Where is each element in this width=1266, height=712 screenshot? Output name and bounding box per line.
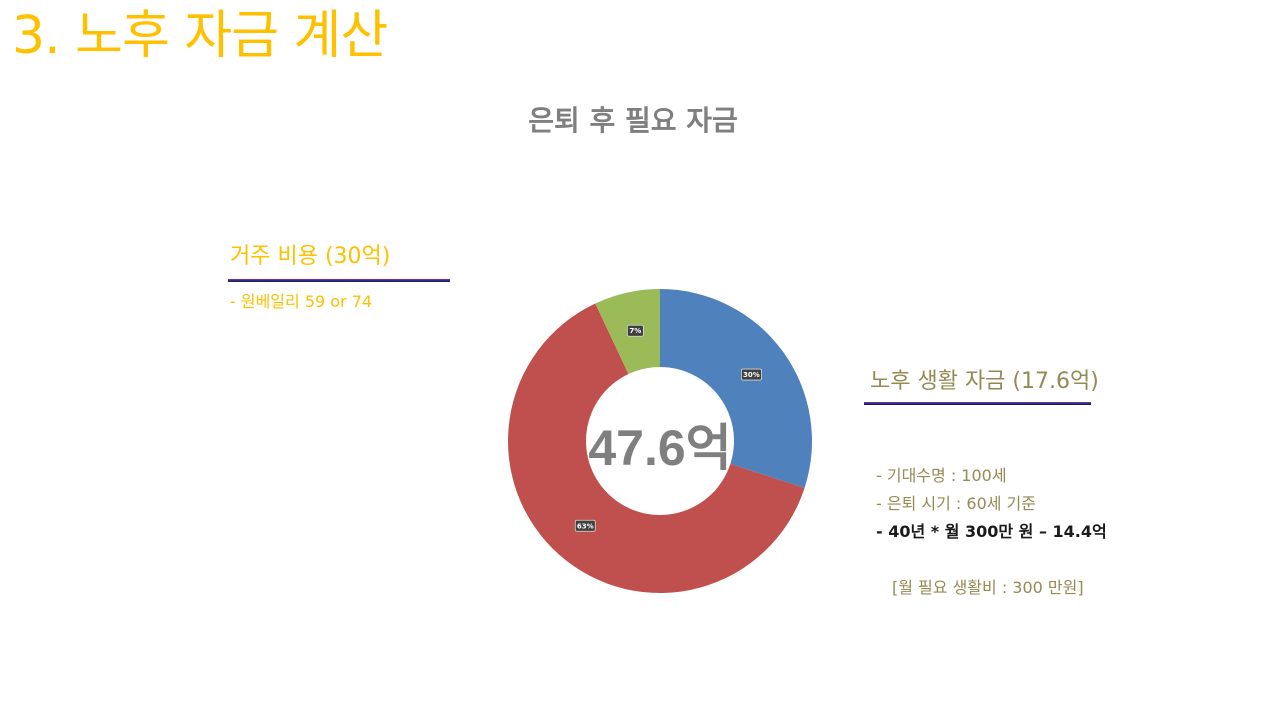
living-cost-calc-item: - 40년 * 월 300만 원 – 14.4억 — [876, 522, 1107, 541]
slice-label-text: 7% — [629, 327, 641, 335]
slice-labels: 30% 63% 7% — [574, 324, 762, 532]
retirement-heading-underline — [864, 402, 1091, 405]
slice-label-text: 30% — [743, 371, 760, 379]
retirement-age-item: - 은퇴 시기 : 60세 기준 — [876, 494, 1036, 513]
chart-title: 은퇴 후 필요 자금 — [528, 104, 738, 137]
housing-cost-item: - 원베일리 59 or 74 — [230, 292, 373, 311]
slide-title: 3. 노후 자금 계산 — [12, 6, 388, 66]
center-total-label: 47.6억 — [588, 420, 731, 476]
monthly-living-cost-note: [월 필요 생활비 : 300 만원] — [892, 578, 1084, 597]
housing-cost-heading: 거주 비용 (30억) — [230, 244, 391, 269]
retirement-fund-list: - 기대수명 : 100세 - 은퇴 시기 : 60세 기준 - 40년 * 월… — [876, 462, 1107, 546]
donut-chart: 30% 63% 7% 47.6억 — [508, 289, 812, 593]
retirement-fund-heading: 노후 생활 자금 (17.6억) — [870, 369, 1099, 394]
housing-heading-underline — [228, 279, 450, 282]
life-expectancy-item: - 기대수명 : 100세 — [876, 466, 1007, 485]
slice-label-7: 7% — [626, 324, 644, 337]
slice-blue-30 — [660, 289, 812, 488]
slice-label-30: 30% — [741, 368, 762, 381]
slice-label-63: 63% — [574, 519, 596, 532]
slice-label-text: 63% — [577, 522, 594, 530]
